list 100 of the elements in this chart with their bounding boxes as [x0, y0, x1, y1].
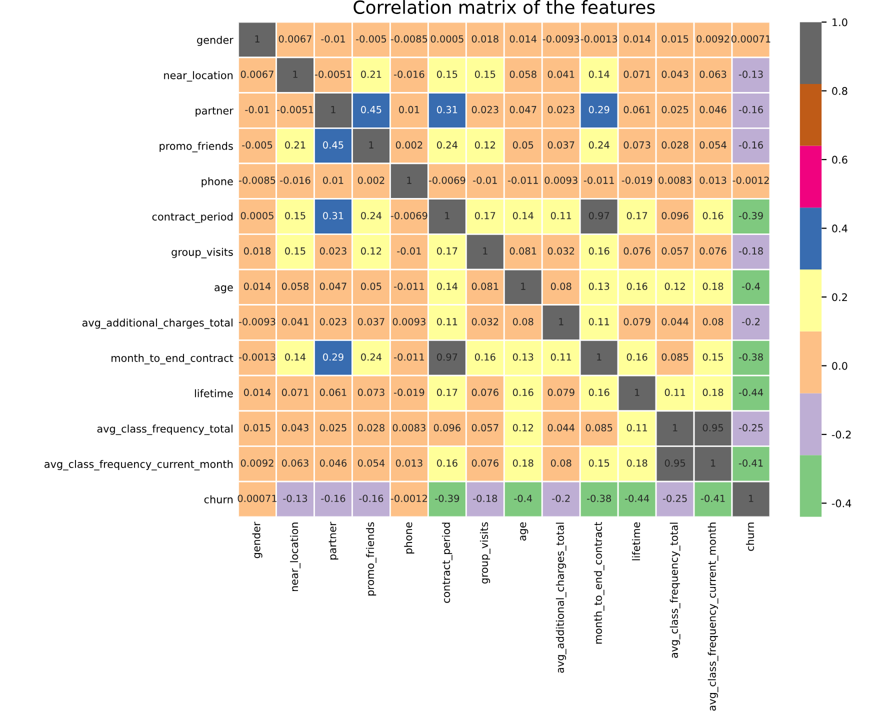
data-label: 0.014: [244, 388, 271, 396]
color-bar-label: 0.0: [832, 362, 848, 370]
x-tick-label: gender: [252, 522, 262, 558]
x-tick-label: churn: [746, 522, 754, 551]
data-label: 0.071: [624, 70, 650, 78]
data-label: 0.97: [588, 212, 610, 220]
data-label: 0.16: [588, 247, 610, 255]
data-label: 0.11: [550, 212, 572, 220]
x-tick-label: avg_class_frequency_total: [670, 522, 680, 658]
data-label: 1: [331, 106, 336, 114]
data-label: 0.014: [624, 35, 650, 43]
data-label: 0.16: [626, 353, 648, 361]
data-label: -0.01: [473, 176, 497, 184]
data-label: -0.44: [624, 494, 650, 502]
data-label: 0.063: [700, 70, 726, 78]
data-label: 0.015: [662, 35, 688, 43]
color-bar-label: 0.4: [832, 224, 848, 232]
data-label: -0.0085: [390, 35, 428, 43]
data-label: 0.057: [472, 424, 498, 432]
data-label: 0.24: [361, 353, 382, 361]
data-label: -0.0069: [428, 176, 466, 184]
data-label: 0.14: [285, 353, 306, 361]
y-tick-label: lifetime: [194, 389, 233, 398]
data-label: 0.041: [548, 70, 574, 78]
data-label: -0.16: [359, 494, 384, 502]
data-label: 0.0083: [658, 176, 692, 184]
data-label: 0.014: [244, 282, 271, 290]
data-label: 0.29: [323, 353, 344, 361]
data-label: 0.15: [702, 353, 724, 361]
data-label: -0.41: [738, 459, 763, 467]
data-label: 0.013: [396, 459, 422, 467]
data-label: -0.011: [508, 176, 538, 184]
data-label: 0.076: [472, 459, 498, 467]
data-label: -0.01: [397, 247, 421, 255]
data-label: 0.023: [320, 247, 346, 255]
data-label: 1: [748, 494, 754, 502]
data-label: -0.38: [586, 494, 612, 502]
data-label: 1: [711, 460, 716, 467]
color-bar-label: 0.2: [832, 293, 847, 302]
data-label: 0.0092: [696, 35, 730, 43]
data-label: 0.05: [361, 282, 382, 290]
data-label: 0.096: [434, 424, 460, 432]
x-tick-label: avg_class_frequency_current_month: [708, 522, 718, 711]
data-label: 0.08: [702, 318, 724, 326]
data-label: 0.023: [320, 318, 346, 326]
data-label: 0.11: [436, 318, 458, 326]
data-label: -0.18: [738, 247, 763, 255]
data-label: 0.018: [244, 247, 271, 255]
data-label: 0.31: [436, 106, 458, 114]
data-label: 0.037: [548, 141, 574, 149]
data-label: -0.39: [435, 494, 460, 502]
x-tick-label: promo_friends: [366, 522, 376, 596]
data-label: 0.023: [472, 106, 498, 114]
data-label: -0.16: [738, 106, 763, 114]
data-label: -0.16: [738, 141, 763, 149]
data-label: 0.058: [282, 282, 308, 290]
data-label: -0.44: [738, 388, 764, 396]
data-label: -0.01: [245, 106, 269, 114]
data-label: -0.0012: [732, 176, 769, 184]
y-tick-label: avg_class_frequency_current_month: [44, 460, 233, 470]
data-label: -0.0013: [238, 353, 276, 361]
data-label: 0.076: [700, 247, 726, 255]
data-label: 1: [673, 424, 678, 432]
data-label: 0.08: [550, 459, 572, 467]
data-label: -0.13: [283, 494, 308, 502]
data-label: 0.025: [662, 106, 688, 114]
data-label: -0.0012: [390, 494, 427, 502]
data-label: 0.17: [436, 388, 458, 396]
data-label: 0.079: [624, 318, 650, 326]
data-label: 0.081: [472, 282, 498, 290]
data-label: -0.019: [622, 176, 652, 184]
data-label: 0.97: [436, 353, 458, 361]
data-label: 0.21: [285, 141, 306, 149]
data-label: 0.11: [588, 318, 610, 326]
data-label: 0.08: [550, 282, 572, 290]
data-label: 0.29: [588, 106, 610, 114]
data-label: 0.054: [700, 141, 726, 149]
data-label: 1: [559, 318, 564, 326]
data-label: 0.014: [510, 35, 536, 43]
data-label: 0.0067: [278, 35, 312, 43]
data-label: 0.023: [548, 106, 574, 114]
data-label: -0.005: [356, 35, 386, 43]
data-label: -0.41: [700, 494, 725, 502]
data-label: 0.24: [436, 141, 458, 149]
data-label: -0.011: [394, 353, 424, 361]
x-tick-label: contract_period: [442, 522, 452, 603]
x-tick-label: group_visits: [480, 522, 490, 584]
data-label: 1: [407, 176, 412, 184]
data-label: 0.096: [662, 212, 688, 220]
data-label: 0.025: [320, 424, 346, 432]
data-label: 0.044: [662, 318, 688, 326]
data-label: 0.0092: [240, 459, 274, 467]
data-label: 0.05: [512, 141, 534, 149]
data-label: 0.16: [702, 212, 724, 220]
data-label: -0.2: [552, 494, 570, 502]
data-label: 1: [255, 35, 260, 42]
data-label: 1: [369, 141, 374, 148]
data-label: 0.002: [358, 176, 384, 184]
data-label: 0.24: [588, 141, 610, 149]
data-label: 0.15: [285, 212, 306, 220]
